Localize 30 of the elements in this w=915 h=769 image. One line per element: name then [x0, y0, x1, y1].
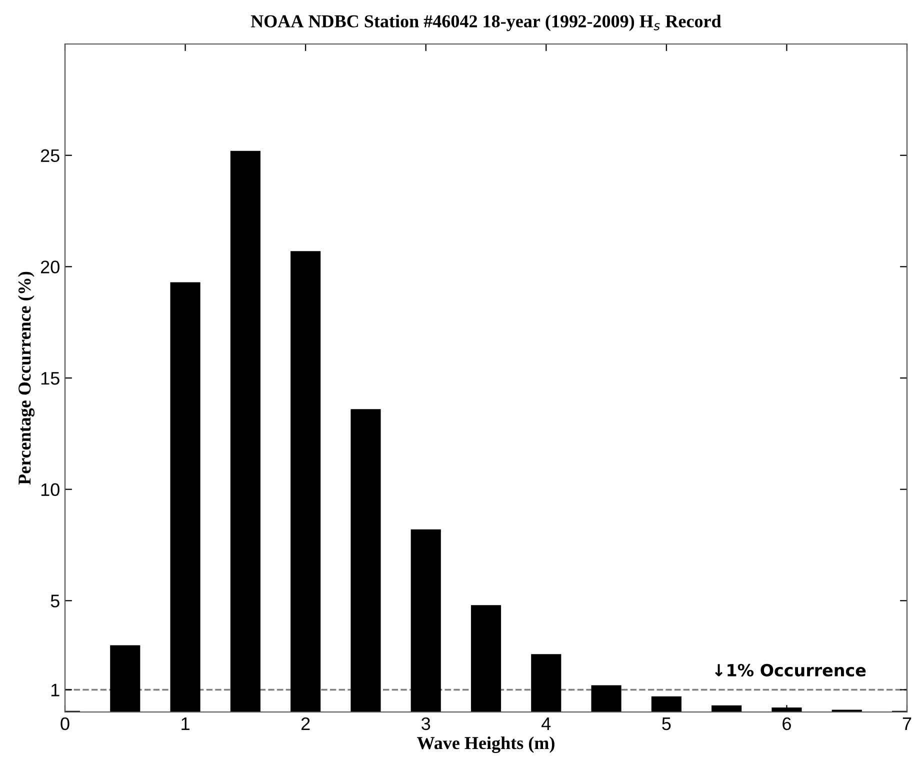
bar	[470, 605, 502, 712]
y-tick-label: 25	[40, 149, 60, 162]
bar	[290, 251, 321, 712]
x-tick-label: 6	[782, 717, 791, 730]
ref-line-label: ↓1% Occurrence	[715, 664, 866, 676]
bar	[170, 282, 200, 712]
bar	[591, 685, 622, 712]
x-tick-label: 3	[422, 717, 430, 730]
bar	[110, 645, 140, 712]
x-tick-label: 2	[301, 717, 310, 730]
x-tick-label: 5	[662, 718, 671, 730]
y-tick-label: 5	[50, 594, 60, 608]
bar	[651, 696, 682, 712]
x-axis-title: Wave Heights (m)	[417, 736, 554, 753]
bar	[712, 705, 742, 712]
y-tick-label: 10	[41, 483, 60, 496]
x-tick-label: 4	[542, 718, 551, 730]
bar	[531, 654, 562, 712]
x-tick-label: 7	[902, 718, 912, 730]
bar	[772, 708, 802, 712]
y-tick-label: 15	[41, 372, 60, 385]
y-tick-label: 20	[40, 260, 60, 274]
bar	[230, 150, 260, 712]
x-tick-label: 0	[60, 717, 70, 730]
y-tick-label: 1	[51, 684, 60, 696]
bar	[350, 409, 381, 712]
x-tick-label: 1	[182, 718, 190, 730]
y-axis-title: Percentage Occurrence (%)	[18, 272, 34, 485]
chart-title: NOAA NDBC Station #46042 18-year (1992-2009) H$_{s}$ Record	[250, 14, 722, 32]
bar	[410, 529, 441, 712]
